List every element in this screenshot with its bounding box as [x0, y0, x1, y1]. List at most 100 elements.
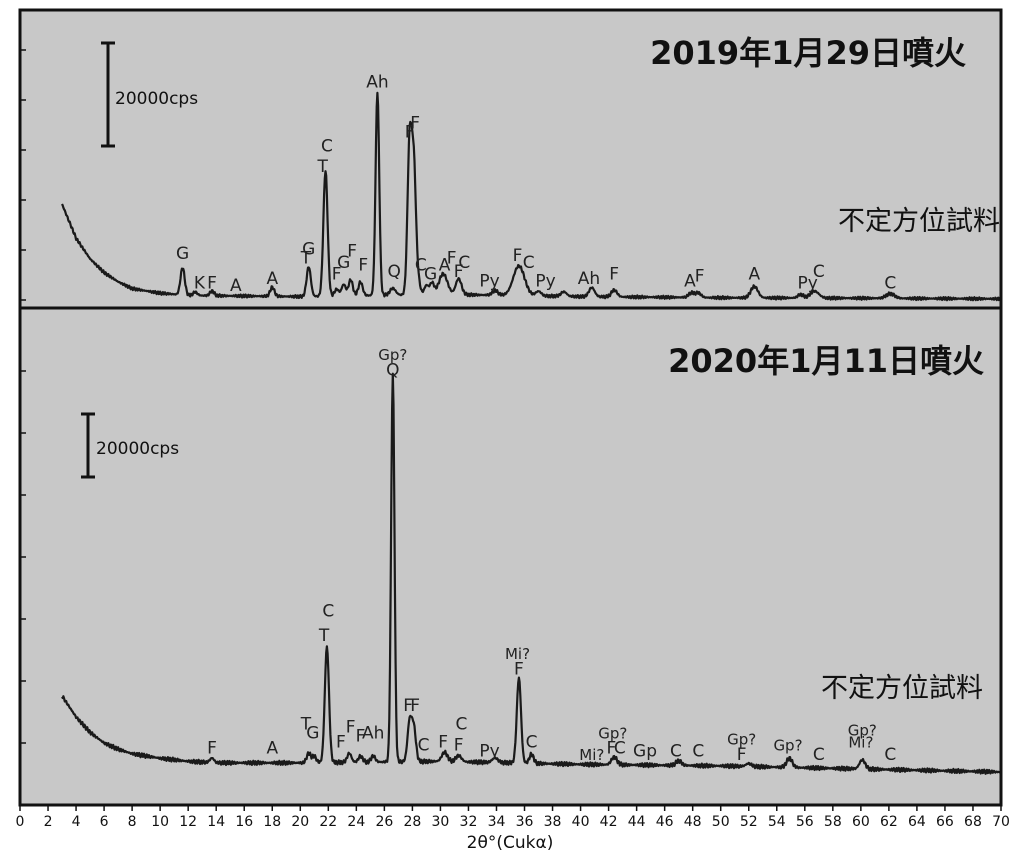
peak-label: Mi? — [505, 645, 530, 663]
x-tick-label: 50 — [712, 814, 730, 830]
peak-label: Py — [479, 742, 499, 762]
x-axis-title: 2θ°(Cukα) — [467, 833, 554, 853]
x-tick-label: 26 — [375, 814, 393, 830]
peak-label: A — [439, 255, 451, 275]
x-tick-label: 32 — [460, 814, 478, 830]
peak-label: F — [454, 736, 464, 756]
x-tick-label: 48 — [684, 814, 702, 830]
peak-label: F — [410, 114, 420, 134]
peak-label: F — [438, 733, 448, 753]
peak-label: Gp? — [848, 721, 877, 739]
peak-label: F — [346, 717, 356, 737]
peak-label: T — [300, 248, 312, 268]
peak-label: F — [347, 242, 357, 262]
x-tick-label: 68 — [964, 814, 982, 830]
peak-label: Ah — [578, 269, 600, 289]
panel-2020-xrd-trace — [61, 372, 1002, 775]
peak-label: F — [336, 733, 346, 753]
peak-label: C — [418, 736, 430, 756]
peak-label: F — [403, 696, 413, 716]
x-tick-label: 24 — [347, 814, 365, 830]
peak-label: G — [306, 723, 319, 743]
peak-label: T — [300, 714, 312, 734]
x-tick-label: 20 — [291, 814, 309, 830]
peak-label: F — [609, 264, 619, 284]
peak-label: Py — [797, 274, 817, 294]
x-tick-label: 4 — [72, 814, 81, 830]
x-tick-label: 2 — [44, 814, 53, 830]
x-tick-label: 56 — [796, 814, 814, 830]
peak-label: G — [424, 264, 437, 284]
x-tick-label: 14 — [207, 814, 225, 830]
x-tick-label: 38 — [544, 814, 562, 830]
peak-label: F — [207, 739, 217, 759]
peak-label: F — [454, 262, 464, 282]
panel-2020-orientation-label: 不定方位試料 — [821, 673, 983, 704]
x-tick-label: 22 — [319, 814, 337, 830]
peak-label: T — [317, 157, 329, 177]
peak-label: C — [415, 255, 427, 275]
peak-label: Gp? — [378, 346, 407, 364]
peak-label: Ah — [366, 72, 388, 92]
x-tick-label: 64 — [908, 814, 926, 830]
peak-label: F — [737, 745, 747, 765]
peak-label: C — [884, 745, 896, 765]
peak-label: A — [266, 739, 278, 759]
peak-label: A — [748, 264, 760, 284]
peak-label: C — [670, 742, 682, 762]
peak-label: F — [405, 123, 415, 143]
panel-2020-title: 2020年1月11日噴火 — [668, 342, 984, 380]
peak-label: K — [194, 274, 206, 294]
peak-label: F — [410, 696, 420, 716]
x-tick-label: 0 — [16, 814, 25, 830]
peak-label: F — [358, 255, 368, 275]
x-tick-label: 16 — [235, 814, 253, 830]
x-tick-label: 70 — [992, 814, 1010, 830]
peak-label: Ah — [362, 723, 384, 743]
peak-label: C — [813, 262, 825, 282]
peak-label: C — [455, 714, 467, 734]
x-tick-label: 6 — [100, 814, 109, 830]
x-tick-label: 62 — [880, 814, 898, 830]
peak-label: G — [337, 253, 350, 273]
peak-label: A — [684, 271, 696, 291]
peak-label: Mi? — [579, 746, 604, 764]
x-tick-label: 54 — [768, 814, 786, 830]
panel-2019-title: 2019年1月29日噴火 — [650, 34, 966, 72]
peak-label: Py — [479, 271, 499, 291]
x-tick-label: 42 — [600, 814, 618, 830]
panel-2020-background — [20, 308, 1001, 805]
peak-label: Q — [386, 360, 399, 380]
peak-label: F — [513, 246, 523, 266]
x-tick-label: 58 — [824, 814, 842, 830]
peak-label: F — [447, 248, 457, 268]
peak-label: Py — [535, 271, 555, 291]
x-tick-label: 8 — [128, 814, 137, 830]
panel-2019-xrd-trace — [61, 91, 1003, 302]
x-tick-label: 52 — [740, 814, 758, 830]
peak-label: Q — [388, 262, 401, 282]
peak-label: A — [230, 276, 242, 296]
peak-label: G — [302, 239, 315, 259]
peak-label: Gp — [633, 742, 657, 762]
peak-label: C — [322, 601, 334, 621]
peak-label: Gp? — [727, 731, 756, 749]
peak-label: C — [523, 253, 535, 273]
peak-label: F — [695, 267, 705, 287]
peak-label: C — [614, 739, 626, 759]
peak-label: F — [514, 659, 524, 679]
peak-label: Gp? — [773, 737, 802, 755]
peak-label: F — [207, 274, 217, 294]
x-tick-label: 46 — [656, 814, 674, 830]
x-tick-label: 60 — [852, 814, 870, 830]
x-tick-label: 12 — [179, 814, 197, 830]
peak-label: Gp? — [598, 724, 627, 742]
x-axis: 0 2 4 6 8 10 12 14 16 18 20 22 24 26 28 30 32 34 36 38 40 42 4… — [16, 805, 1010, 830]
panel-2020-frame — [18, 306, 1003, 807]
x-tick-label: 44 — [628, 814, 646, 830]
peak-label: C — [526, 733, 538, 753]
